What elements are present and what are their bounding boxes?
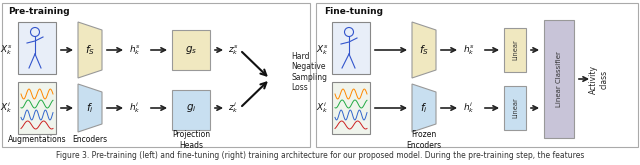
Bar [504, 28, 526, 72]
Text: $X_k^i$: $X_k^i$ [316, 100, 328, 116]
Text: Hard
Negative
Sampling
Loss: Hard Negative Sampling Loss [291, 52, 327, 92]
Polygon shape [412, 84, 436, 132]
Bar [316, 3, 638, 147]
Polygon shape [78, 84, 102, 132]
Text: Activity
class: Activity class [589, 65, 609, 94]
Text: $g_s$: $g_s$ [185, 44, 197, 56]
Text: Encoders: Encoders [72, 135, 108, 145]
Bar [332, 82, 370, 134]
Text: Augmentations: Augmentations [8, 135, 67, 145]
Text: $f_i$: $f_i$ [420, 101, 428, 115]
Text: $X_k^i$: $X_k^i$ [0, 100, 12, 116]
Bar [18, 22, 56, 74]
Text: $X_k^s$: $X_k^s$ [316, 43, 328, 57]
Polygon shape [78, 22, 102, 78]
Text: Linear: Linear [512, 40, 518, 60]
Text: $X_k^s$: $X_k^s$ [0, 43, 12, 57]
Text: Figure 3. Pre-training (left) and fine-tuning (right) training architecture for : Figure 3. Pre-training (left) and fine-t… [56, 151, 584, 160]
Text: $z_k^s$: $z_k^s$ [228, 43, 238, 57]
Text: Frozen
Encoders: Frozen Encoders [406, 130, 442, 150]
Bar [172, 30, 210, 70]
Text: $z_k^i$: $z_k^i$ [228, 100, 238, 116]
Text: $h_k^i$: $h_k^i$ [129, 100, 141, 116]
Text: $h_k^s$: $h_k^s$ [129, 43, 141, 57]
Text: Linear: Linear [512, 98, 518, 118]
Text: Projection
Heads: Projection Heads [172, 130, 210, 150]
Text: Fine-tuning: Fine-tuning [324, 7, 383, 16]
Bar [172, 90, 210, 130]
Text: $f_i$: $f_i$ [86, 101, 94, 115]
Bar [544, 20, 574, 138]
Bar [2, 3, 310, 147]
Text: Pre-training: Pre-training [8, 7, 70, 16]
Bar [332, 22, 370, 74]
Text: Linear Classifier: Linear Classifier [556, 51, 562, 107]
Text: $h_k^s$: $h_k^s$ [463, 43, 475, 57]
Text: $g_i$: $g_i$ [186, 102, 196, 114]
Polygon shape [412, 22, 436, 78]
Bar [504, 86, 526, 130]
Text: $f_S$: $f_S$ [419, 43, 429, 57]
Text: $h_k^i$: $h_k^i$ [463, 100, 475, 116]
Bar [18, 82, 56, 134]
Text: $f_S$: $f_S$ [85, 43, 95, 57]
